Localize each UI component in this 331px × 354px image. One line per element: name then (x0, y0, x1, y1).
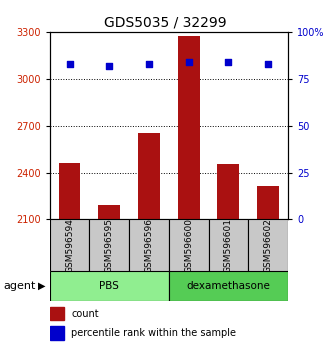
Text: GSM596594: GSM596594 (65, 218, 74, 273)
Text: GSM596596: GSM596596 (144, 218, 154, 273)
Point (146, 61, 152, 67)
Bar (50, 326, 64, 340)
Text: PBS: PBS (99, 281, 119, 291)
Bar (169, 271, 288, 301)
Text: ▶: ▶ (38, 281, 46, 291)
Bar (138, 133, 160, 219)
Bar (209, 219, 248, 271)
Bar (98, 205, 120, 219)
Bar (248, 219, 288, 271)
Point (107, 63, 112, 68)
Text: count: count (71, 309, 99, 319)
Text: dexamethasone: dexamethasone (186, 281, 270, 291)
Bar (257, 186, 279, 219)
Bar (50, 307, 64, 320)
Text: GSM596601: GSM596601 (224, 218, 233, 273)
Text: GSM596600: GSM596600 (184, 218, 193, 273)
Point (186, 59, 191, 65)
Point (67, 61, 72, 67)
Text: percentile rank within the sample: percentile rank within the sample (71, 328, 236, 338)
Bar (217, 164, 239, 219)
Point (265, 61, 271, 67)
Text: agent: agent (3, 281, 36, 291)
Bar (89, 219, 129, 271)
Bar (169, 219, 209, 271)
Text: GSM596595: GSM596595 (105, 218, 114, 273)
Bar (59, 163, 80, 219)
Text: GDS5035 / 32299: GDS5035 / 32299 (104, 16, 227, 30)
Bar (50, 219, 89, 271)
Bar (178, 36, 200, 219)
Bar (50, 271, 169, 301)
Point (226, 59, 231, 65)
Bar (129, 219, 169, 271)
Text: GSM596602: GSM596602 (263, 218, 273, 273)
